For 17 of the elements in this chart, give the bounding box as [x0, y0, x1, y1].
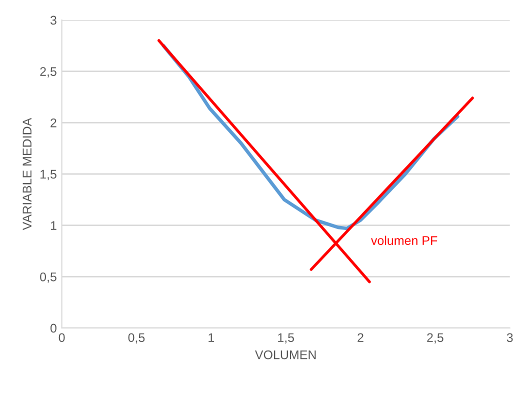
- y-tick-label: 0: [50, 324, 56, 333]
- y-tick-label: 2,5: [40, 67, 56, 78]
- x-tick-label: 3: [506, 333, 513, 342]
- y-tick-label: 3: [50, 16, 56, 25]
- y-tick-label: 0,5: [40, 272, 56, 283]
- x-axis-title: VOLUMEN: [254, 350, 316, 360]
- x-tick-label: 1,5: [278, 333, 294, 344]
- y-tick-label: 1: [50, 221, 56, 230]
- x-tick-label: 0,5: [128, 333, 145, 344]
- y-tick-label: 2: [50, 118, 56, 128]
- x-tick-label: 1: [208, 333, 214, 342]
- annotation: volumen PF: [370, 236, 438, 245]
- x-tick-label: 2: [358, 333, 364, 342]
- y-axis-title: VARIABLE MEDIDA: [22, 118, 32, 230]
- y-tick-label: 1,5: [40, 170, 56, 180]
- x-tick-label: 2,5: [427, 333, 444, 344]
- x-tick-label: 0: [58, 333, 65, 342]
